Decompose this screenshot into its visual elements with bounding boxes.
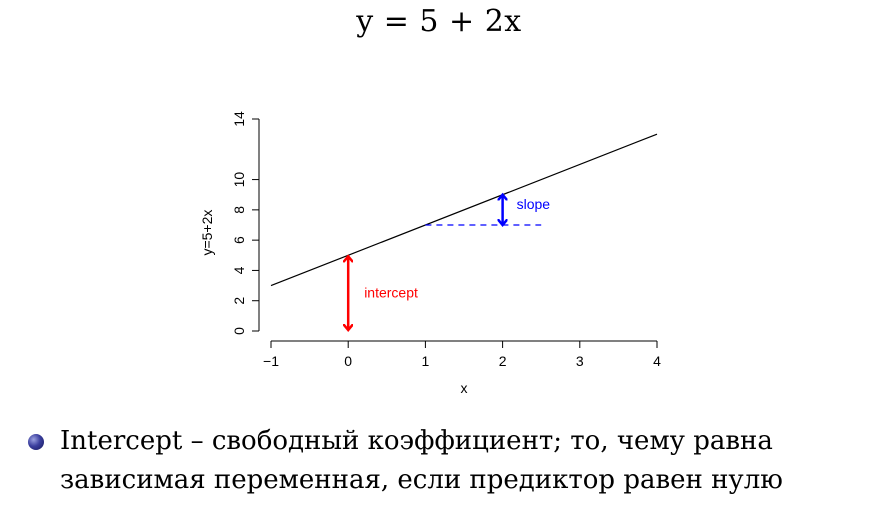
y-tick-label: 14	[231, 111, 247, 127]
bullet-item: Intercept – свободный коэффициент; то, ч…	[28, 422, 868, 500]
intercept-label: intercept	[364, 285, 418, 301]
y-axis-label: y=5+2x	[199, 210, 215, 256]
y-axis: 0 2 4 6 8 10 14	[231, 111, 260, 335]
bullet-dot-icon	[28, 434, 44, 450]
x-axis: −1 0 1 2 3 4	[263, 340, 661, 369]
bullet-text: Intercept – свободный коэффициент; то, ч…	[60, 426, 783, 495]
x-tick-label: 3	[576, 353, 584, 369]
x-tick-label: 2	[499, 353, 507, 369]
x-tick-label: −1	[263, 353, 279, 369]
y-tick-label: 6	[231, 236, 247, 244]
x-axis-label: x	[461, 380, 468, 396]
slope-label: slope	[517, 196, 551, 212]
line-plot: −1 0 1 2 3 4 0 2 4 6 8 10 14 intercept slope x y=5+2…	[199, 111, 661, 396]
x-tick-label: 0	[344, 353, 352, 369]
x-tick-label: 4	[653, 353, 661, 369]
y-tick-label: 10	[231, 172, 247, 188]
x-tick-label: 1	[422, 353, 430, 369]
series-line	[270, 133, 658, 287]
slide-title: y = 5 + 2x	[356, 4, 522, 39]
annotations-group: intercept slope	[348, 196, 550, 329]
y-tick-label: 0	[231, 327, 247, 335]
y-tick-label: 8	[231, 206, 247, 214]
y-tick-label: 4	[231, 266, 247, 274]
y-tick-label: 2	[231, 297, 247, 305]
series-group	[270, 133, 658, 287]
